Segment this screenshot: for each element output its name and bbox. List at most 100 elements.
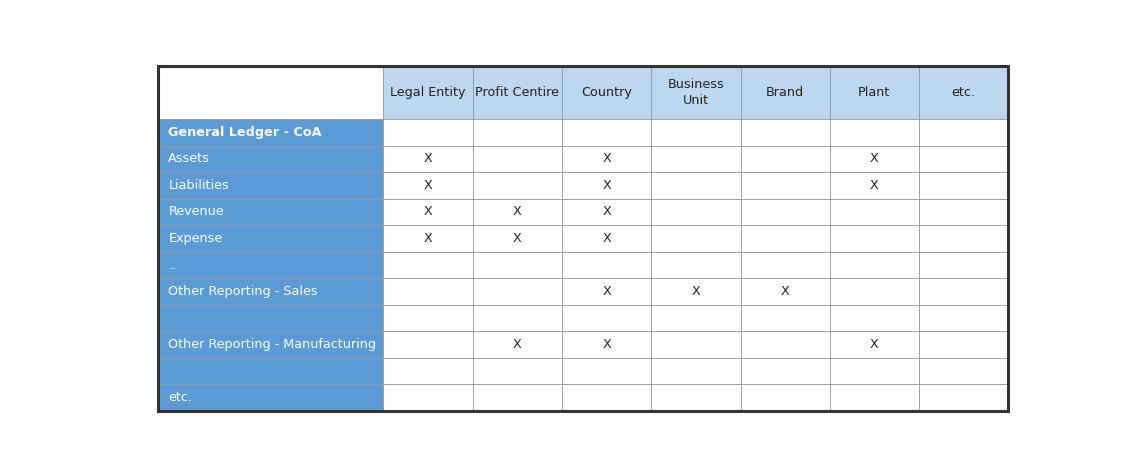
Bar: [472, 278, 562, 305]
Bar: [158, 66, 384, 119]
Text: Plant: Plant: [858, 86, 891, 99]
Bar: [472, 385, 562, 411]
Text: X: X: [513, 338, 521, 351]
Bar: [562, 172, 651, 199]
Bar: [920, 66, 1008, 119]
Bar: [741, 225, 830, 252]
Text: X: X: [692, 285, 700, 298]
Bar: [651, 385, 741, 411]
Bar: [830, 385, 920, 411]
Text: X: X: [513, 232, 521, 245]
Bar: [920, 146, 1008, 172]
Bar: [384, 172, 472, 199]
Bar: [472, 66, 562, 119]
Bar: [920, 305, 1008, 331]
Bar: [158, 119, 384, 146]
Text: Assets: Assets: [168, 152, 211, 165]
Text: etc.: etc.: [951, 86, 975, 99]
Bar: [651, 252, 741, 278]
Bar: [741, 66, 830, 119]
Bar: [920, 225, 1008, 252]
Bar: [651, 305, 741, 331]
Bar: [158, 385, 384, 411]
Bar: [920, 278, 1008, 305]
Bar: [384, 66, 472, 119]
Text: Profit Centire: Profit Centire: [476, 86, 560, 99]
Bar: [384, 225, 472, 252]
Bar: [741, 278, 830, 305]
Text: X: X: [423, 205, 432, 219]
Bar: [384, 252, 472, 278]
Bar: [562, 225, 651, 252]
Bar: [384, 278, 472, 305]
Bar: [384, 146, 472, 172]
Bar: [562, 146, 651, 172]
Bar: [562, 252, 651, 278]
Text: Country: Country: [582, 86, 632, 99]
Text: Liabilities: Liabilities: [168, 179, 229, 192]
Bar: [741, 331, 830, 358]
Text: X: X: [871, 338, 879, 351]
Bar: [472, 331, 562, 358]
Bar: [562, 199, 651, 225]
Text: General Ledger - CoA: General Ledger - CoA: [168, 126, 322, 139]
Text: X: X: [602, 205, 611, 219]
Bar: [741, 358, 830, 385]
Bar: [830, 305, 920, 331]
Bar: [158, 225, 384, 252]
Bar: [920, 331, 1008, 358]
Bar: [651, 358, 741, 385]
Text: X: X: [602, 232, 611, 245]
Bar: [158, 278, 384, 305]
Bar: [830, 199, 920, 225]
Text: X: X: [602, 338, 611, 351]
Bar: [472, 358, 562, 385]
Bar: [384, 199, 472, 225]
Text: X: X: [602, 285, 611, 298]
Bar: [651, 172, 741, 199]
Bar: [741, 146, 830, 172]
Text: X: X: [871, 152, 879, 165]
Bar: [651, 278, 741, 305]
Bar: [384, 331, 472, 358]
Text: Revenue: Revenue: [168, 205, 224, 219]
Bar: [651, 66, 741, 119]
Bar: [384, 305, 472, 331]
Text: Expense: Expense: [168, 232, 223, 245]
Text: Other Reporting - Sales: Other Reporting - Sales: [168, 285, 318, 298]
Bar: [830, 252, 920, 278]
Bar: [384, 385, 472, 411]
Bar: [158, 305, 384, 331]
Text: X: X: [423, 179, 432, 192]
Bar: [562, 358, 651, 385]
Bar: [472, 305, 562, 331]
Bar: [562, 119, 651, 146]
Bar: [158, 252, 384, 278]
Bar: [472, 225, 562, 252]
Bar: [920, 172, 1008, 199]
Bar: [562, 385, 651, 411]
Bar: [562, 66, 651, 119]
Bar: [384, 358, 472, 385]
Text: ..: ..: [168, 259, 176, 271]
Bar: [472, 252, 562, 278]
Text: Business
Unit: Business Unit: [668, 78, 724, 107]
Text: X: X: [602, 179, 611, 192]
Bar: [920, 385, 1008, 411]
Bar: [920, 358, 1008, 385]
Bar: [158, 358, 384, 385]
Bar: [384, 119, 472, 146]
Bar: [562, 278, 651, 305]
Bar: [830, 66, 920, 119]
Bar: [158, 172, 384, 199]
Text: Legal Entity: Legal Entity: [390, 86, 465, 99]
Text: X: X: [871, 179, 879, 192]
Bar: [920, 252, 1008, 278]
Text: X: X: [423, 232, 432, 245]
Text: X: X: [513, 205, 521, 219]
Text: X: X: [423, 152, 432, 165]
Bar: [741, 199, 830, 225]
Bar: [651, 199, 741, 225]
Bar: [472, 119, 562, 146]
Bar: [741, 252, 830, 278]
